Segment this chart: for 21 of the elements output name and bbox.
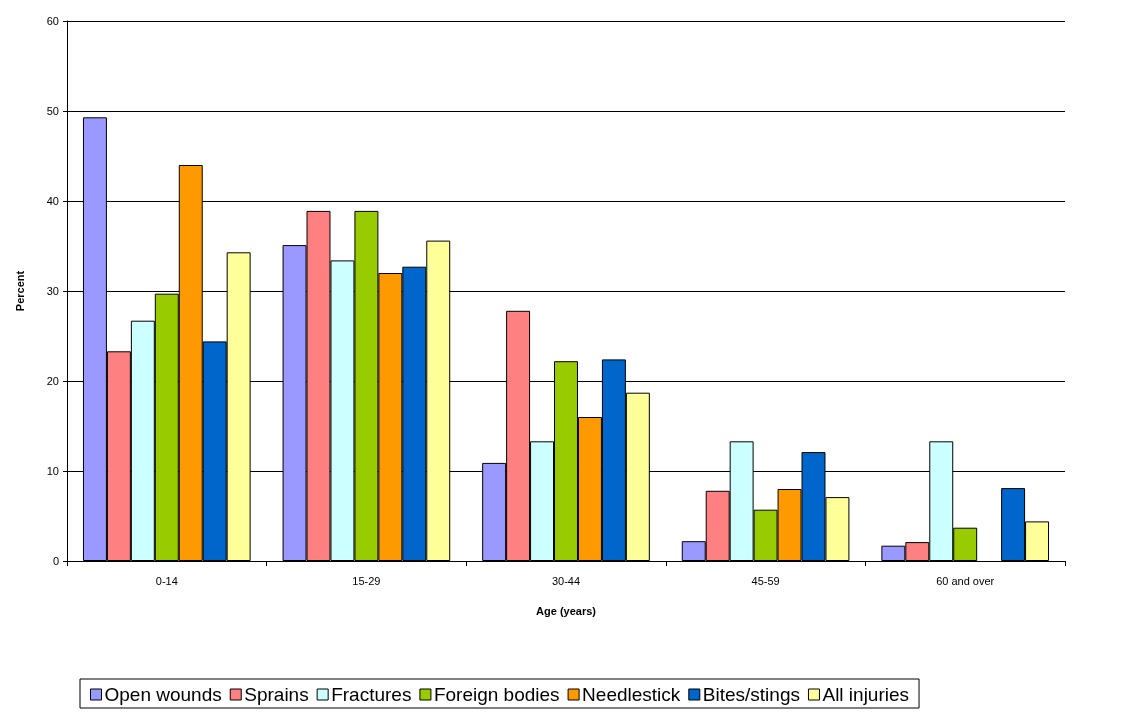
legend-label: Bites/stings bbox=[702, 684, 800, 705]
legend-label: Fractures bbox=[331, 684, 412, 705]
y-tick-label: 50 bbox=[46, 105, 59, 117]
legend-label: All injuries bbox=[822, 684, 910, 705]
x-axis-title: Age (years) bbox=[536, 604, 597, 617]
legend-label: Open wounds bbox=[104, 684, 222, 705]
legend-label: Sprains bbox=[244, 684, 309, 705]
legend-label: Foreign bodies bbox=[433, 684, 560, 705]
x-tick-label: 60 and over bbox=[936, 574, 995, 587]
x-tick-label: 45-59 bbox=[751, 574, 780, 587]
x-tick-label: 15-29 bbox=[352, 574, 381, 587]
y-tick-label: 0 bbox=[52, 555, 59, 567]
x-tick-label: 30-44 bbox=[551, 574, 581, 587]
y-tick-label: 10 bbox=[46, 465, 59, 477]
y-tick-label: 30 bbox=[46, 285, 59, 297]
y-tick-label: 60 bbox=[46, 15, 59, 27]
legend-label: Needlestick bbox=[582, 684, 681, 705]
y-tick-label: 20 bbox=[46, 375, 59, 387]
y-axis-title: Percent bbox=[13, 270, 26, 312]
x-tick-label: 0-14 bbox=[155, 574, 178, 587]
y-tick-label: 40 bbox=[46, 195, 59, 207]
